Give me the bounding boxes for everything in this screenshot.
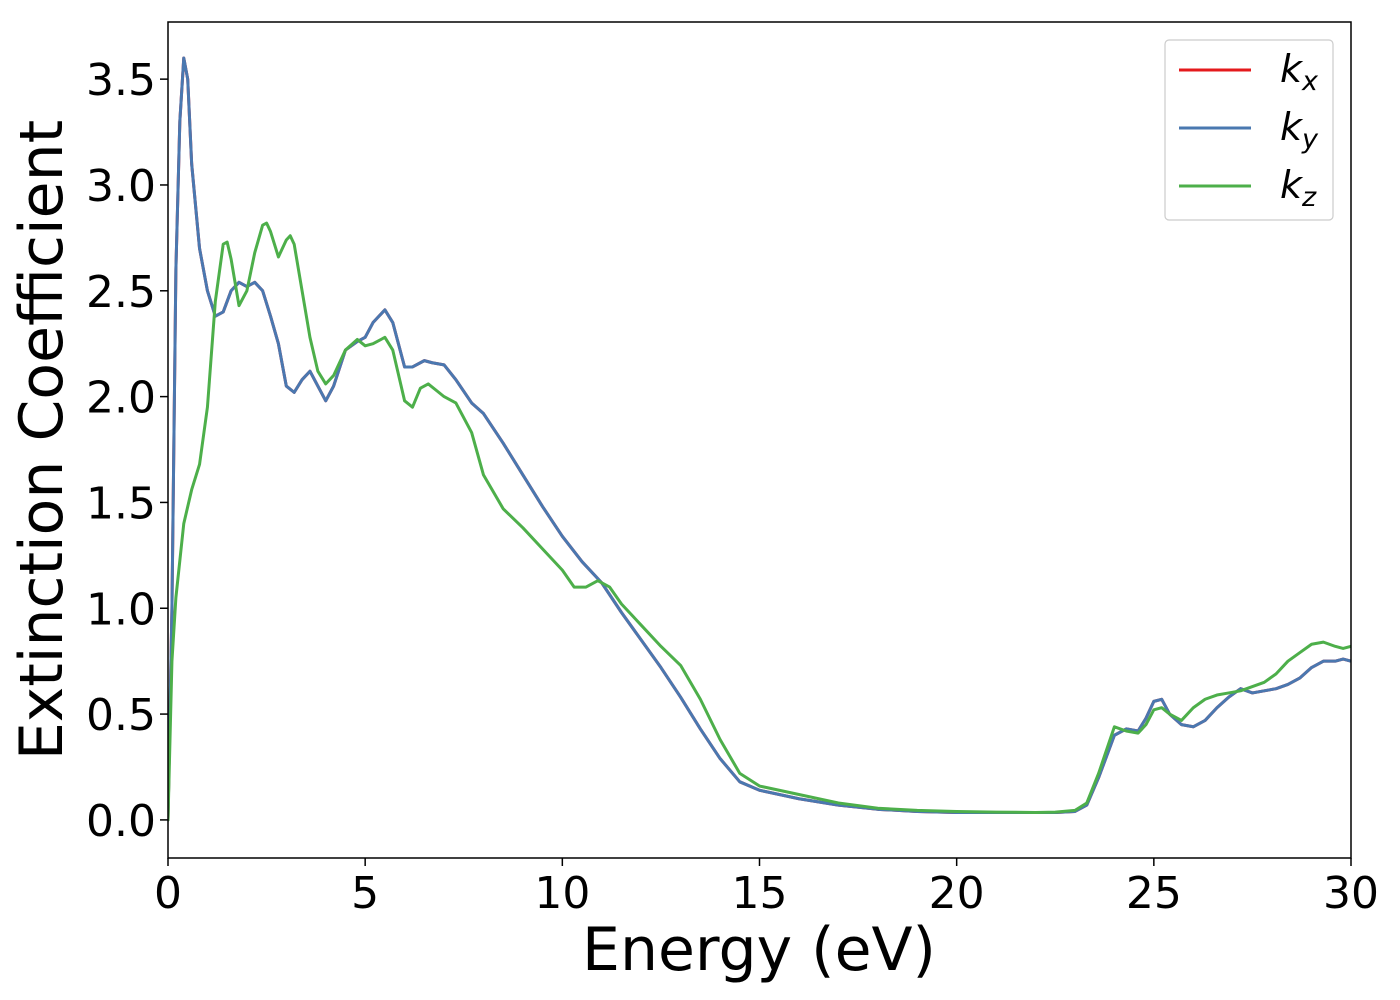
legend-label-kx: kx [1280,47,1319,97]
x-tick-label: 15 [732,868,788,919]
axis-ticks: 0 5 10 15 20 25 30 0.0 0.5 1.0 1.5 2.0 2.5 3.0 3.5 [86,55,1379,919]
y-tick-label: 3.5 [86,55,156,106]
y-tick-label: 3.0 [86,161,156,212]
x-axis-title-wrap: Energy (eV) [582,915,936,985]
legend-subscript: y [1301,124,1319,155]
series-lines [168,56,1351,822]
y-axis-title: Extinction Coefficient [7,120,77,760]
legend-box [1164,39,1334,221]
y-tick-label: 2.0 [86,373,156,424]
series-line-kz [168,221,1351,822]
x-tick-label: 5 [351,868,379,919]
x-tick-label: 30 [1323,868,1379,919]
y-tick-label: 1.0 [86,584,156,635]
x-tick-label: 0 [154,868,182,919]
x-tick-label: 20 [929,868,985,919]
x-tick-label: 25 [1126,868,1182,919]
legend-subscript: z [1301,182,1317,213]
x-tick-label: 10 [534,868,590,919]
legend-label-ky: ky [1280,105,1319,155]
y-tick-label: 2.5 [86,267,156,318]
x-axis-title: Energy (eV) [582,915,936,985]
y-axis-title-wrap: Extinction Coefficient [7,120,77,760]
y-tick-label: 1.5 [86,478,156,529]
y-tick-label: 0.0 [86,796,156,847]
series-line-ky [168,56,1351,822]
legend-subscript: x [1301,66,1319,97]
y-tick-label: 0.5 [86,690,156,741]
